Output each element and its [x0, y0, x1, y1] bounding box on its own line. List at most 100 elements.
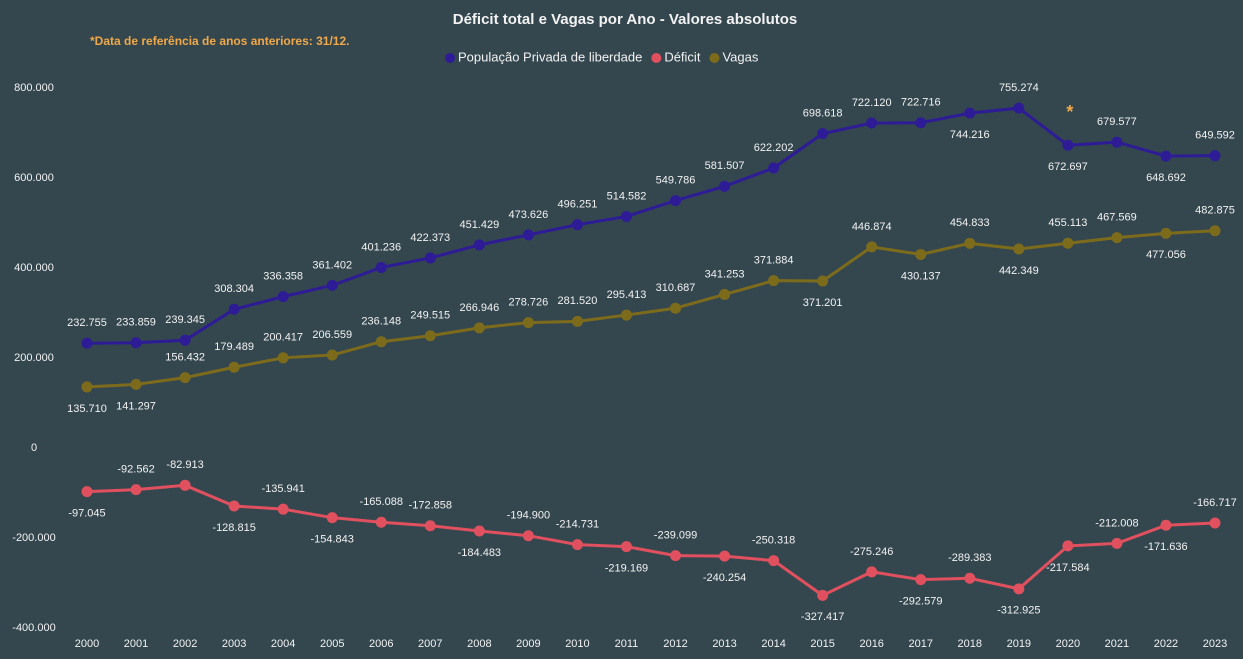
data-label: 371.201: [803, 297, 843, 309]
data-point: [670, 302, 682, 314]
data-point: [915, 117, 927, 129]
chart-title: Déficit total e Vagas por Ano - Valores …: [453, 11, 798, 28]
data-point: [915, 248, 927, 260]
data-label: 156.432: [165, 352, 205, 364]
data-point: [817, 589, 829, 601]
data-point: [964, 237, 976, 249]
data-label: -219.169: [605, 563, 648, 575]
data-point: [1160, 150, 1172, 162]
data-point: [915, 574, 927, 586]
data-label: 266.946: [459, 302, 499, 314]
data-point: [1160, 227, 1172, 239]
x-tick-label: 2018: [958, 638, 982, 650]
data-label: 744.216: [950, 129, 990, 141]
data-label: 581.507: [705, 160, 745, 172]
data-point: [817, 128, 829, 140]
data-label: 722.716: [901, 97, 941, 109]
data-point: [522, 530, 534, 542]
data-label: -171.636: [1144, 541, 1187, 553]
data-label: 442.349: [999, 265, 1039, 277]
data-label: 281.520: [558, 295, 598, 307]
data-point: [964, 572, 976, 584]
data-label: 451.429: [459, 219, 499, 231]
data-point: [81, 337, 93, 349]
data-point: [1209, 150, 1221, 162]
data-label: -214.731: [556, 519, 599, 531]
data-point: [473, 525, 485, 537]
x-tick-label: 2004: [271, 638, 295, 650]
data-point: [375, 336, 387, 348]
data-label: -135.941: [261, 483, 304, 495]
x-tick-label: 2022: [1154, 638, 1178, 650]
data-point: [228, 361, 240, 373]
data-point: [1062, 540, 1074, 552]
x-tick-label: 2001: [124, 638, 148, 650]
x-tick-label: 2015: [810, 638, 834, 650]
y-tick-label: 400.000: [14, 262, 54, 274]
x-tick-label: 2012: [663, 638, 687, 650]
x-tick-label: 2006: [369, 638, 393, 650]
data-point: [1209, 225, 1221, 237]
data-point: [130, 378, 142, 390]
legend-label: População Privada de liberdade: [458, 49, 642, 64]
series-line: [86, 483, 1216, 598]
data-point: [81, 486, 93, 498]
data-label: 401.236: [361, 241, 401, 253]
data-point: [179, 479, 191, 491]
data-label: 454.833: [950, 217, 990, 229]
x-tick-label: 2005: [320, 638, 344, 650]
data-label: 514.582: [607, 190, 647, 202]
data-point: [620, 541, 632, 553]
data-point: [571, 219, 583, 231]
x-tick-label: 2009: [516, 638, 540, 650]
data-label: 722.120: [852, 97, 892, 109]
data-label: -97.045: [68, 508, 105, 520]
data-label: 672.697: [1048, 161, 1088, 173]
data-point: [719, 550, 731, 562]
data-label: -165.088: [360, 496, 403, 508]
data-label: 239.345: [165, 314, 205, 326]
data-point: [179, 334, 191, 346]
data-point: [277, 291, 289, 303]
x-tick-label: 2011: [615, 638, 639, 650]
data-label: -275.246: [850, 546, 893, 558]
data-point: [1111, 136, 1123, 148]
data-label: -92.562: [117, 464, 154, 476]
data-label: -240.254: [703, 572, 746, 584]
data-point: [424, 520, 436, 532]
data-label: 755.274: [999, 82, 1039, 94]
x-tick-label: 2013: [712, 638, 736, 650]
data-point: [670, 195, 682, 207]
data-point: [1111, 537, 1123, 549]
series-line: [86, 229, 1216, 389]
data-label: -289.383: [948, 552, 991, 564]
data-label: 477.056: [1146, 249, 1186, 261]
data-label: 232.755: [67, 317, 107, 329]
note: *Data de referência de anos anteriores: …: [90, 34, 349, 48]
data-point: [473, 239, 485, 251]
data-point: [964, 107, 976, 119]
data-point: [375, 516, 387, 528]
data-label: 341.253: [705, 268, 745, 280]
x-tick-label: 2000: [75, 638, 99, 650]
x-tick-label: 2016: [859, 638, 883, 650]
data-point: [768, 275, 780, 287]
data-point: [620, 309, 632, 321]
y-tick-label: 600.000: [14, 172, 54, 184]
data-label: -184.483: [458, 547, 501, 559]
data-point: [375, 261, 387, 273]
data-point: [620, 210, 632, 222]
data-point: [670, 550, 682, 562]
data-point: [1160, 519, 1172, 531]
y-tick-label: -200.000: [12, 532, 55, 544]
legend-marker: [651, 53, 662, 63]
data-point: [866, 117, 878, 129]
data-label: -194.900: [507, 510, 550, 522]
data-point: [522, 229, 534, 241]
data-label: 455.113: [1048, 217, 1087, 229]
data-point: [473, 322, 485, 334]
data-label: 496.251: [558, 199, 598, 211]
data-label: 649.592: [1195, 130, 1235, 142]
data-point: [130, 484, 142, 496]
x-tick-label: 2017: [908, 638, 932, 650]
